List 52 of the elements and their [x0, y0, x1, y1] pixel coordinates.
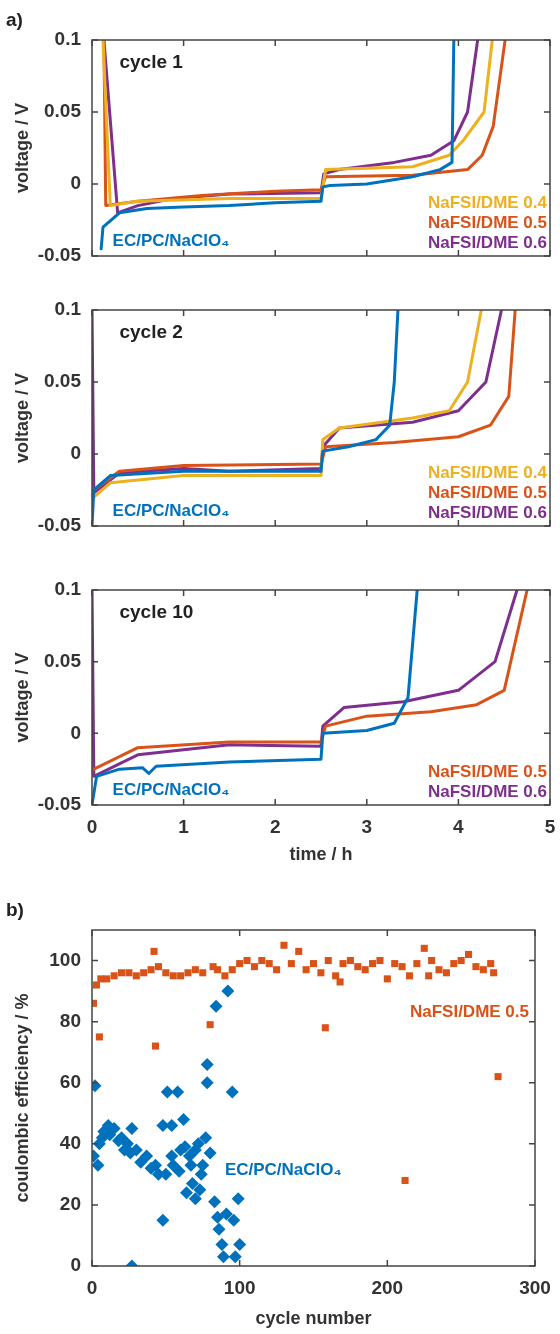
- text: NaFSI/DME 0.4: [427, 463, 548, 482]
- x-tick-label: 3: [361, 815, 373, 837]
- y-tick-label: -0.05: [37, 514, 82, 536]
- text: NaFSI/DME 0.5: [427, 483, 547, 502]
- x-axis-title: time / h: [289, 844, 353, 865]
- y-axis-title: coulombic efficiency / %: [11, 993, 32, 1203]
- y-tick-label: -0.05: [37, 244, 82, 266]
- y-axis-title: voltage / V: [11, 372, 32, 464]
- y-tick-label: 0.05: [44, 100, 82, 122]
- x-tick-label: 0: [86, 1276, 98, 1298]
- y-tick-label: 80: [59, 1009, 81, 1031]
- x-tick-label: 100: [223, 1276, 256, 1298]
- y-tick-label: 0.05: [44, 370, 82, 392]
- text: NaFSI/DME 0.6: [427, 233, 547, 252]
- x-tick-label: 1: [178, 815, 190, 837]
- y-tick-label: 0.1: [54, 298, 82, 320]
- text: NaFSI/DME 0.5: [427, 762, 547, 781]
- series-label: EC/PC/NaClO₄: [112, 231, 230, 250]
- x-tick-label: 5: [544, 815, 556, 837]
- y-tick-label: 0.05: [44, 649, 82, 671]
- y-tick-label: -0.05: [37, 793, 82, 815]
- series-label: EC/PC/NaClO₄: [112, 780, 230, 799]
- y-tick-label: 60: [59, 1070, 81, 1092]
- text: a): [6, 9, 23, 30]
- x-tick-label: 4: [453, 815, 465, 837]
- y-tick-label: 40: [59, 1132, 81, 1154]
- y-tick-label: 0: [70, 172, 81, 194]
- text: NaFSI/DME 0.6: [427, 503, 547, 522]
- series-label: NaFSI/DME 0.4: [427, 193, 548, 212]
- series-label: EC/PC/NaClO₄: [112, 501, 230, 520]
- y-tick-label: 0: [70, 721, 81, 743]
- y-tick-label: 0: [70, 1254, 81, 1276]
- x-axis-title: cycle number: [255, 1308, 372, 1329]
- y-tick-label: 0: [70, 442, 81, 464]
- text: cycle 1: [119, 51, 184, 72]
- text: b): [6, 899, 24, 920]
- x-tick-label: 0: [86, 815, 98, 837]
- x-tick-label: 2: [269, 815, 281, 837]
- y-tick-label: 0.1: [54, 28, 82, 50]
- y-axis-title: voltage / V: [11, 102, 32, 194]
- series-label: EC/PC/NaClO₄: [224, 1160, 342, 1180]
- y-axis-title: voltage / V: [11, 652, 32, 743]
- text: cycle 10: [119, 601, 194, 622]
- y-tick-label: 0.1: [54, 578, 82, 600]
- text: NaFSI/DME 0.5: [427, 213, 547, 232]
- series-label: NaFSI/DME 0.5: [409, 1002, 529, 1022]
- text: cycle 2: [119, 321, 183, 342]
- text: NaFSI/DME 0.6: [427, 782, 547, 801]
- y-tick-label: 20: [59, 1193, 81, 1215]
- y-tick-label: 100: [49, 948, 81, 970]
- x-tick-label: 300: [519, 1276, 551, 1298]
- x-tick-label: 200: [371, 1276, 404, 1298]
